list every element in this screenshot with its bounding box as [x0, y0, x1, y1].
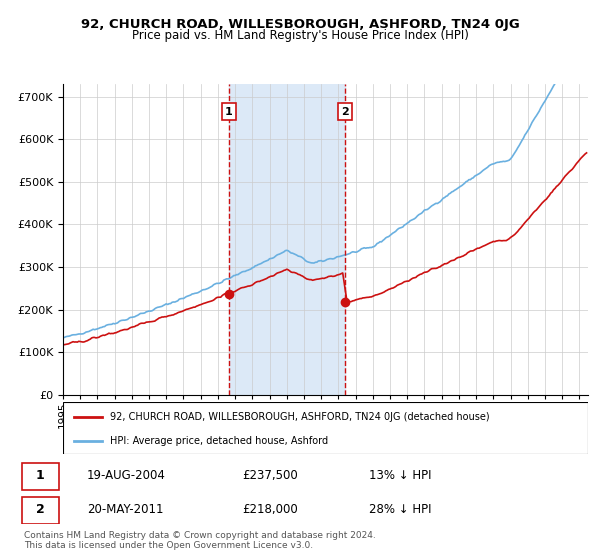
Text: Price paid vs. HM Land Registry's House Price Index (HPI): Price paid vs. HM Land Registry's House … — [131, 29, 469, 42]
Text: 2: 2 — [341, 106, 349, 116]
Text: 92, CHURCH ROAD, WILLESBOROUGH, ASHFORD, TN24 0JG: 92, CHURCH ROAD, WILLESBOROUGH, ASHFORD,… — [80, 18, 520, 31]
Text: 20-MAY-2011: 20-MAY-2011 — [87, 503, 163, 516]
Text: Contains HM Land Registry data © Crown copyright and database right 2024.
This d: Contains HM Land Registry data © Crown c… — [24, 531, 376, 550]
FancyBboxPatch shape — [22, 497, 59, 524]
Text: £237,500: £237,500 — [242, 469, 298, 483]
Text: 92, CHURCH ROAD, WILLESBOROUGH, ASHFORD, TN24 0JG (detached house): 92, CHURCH ROAD, WILLESBOROUGH, ASHFORD,… — [110, 412, 490, 422]
Text: 2: 2 — [36, 503, 44, 516]
FancyBboxPatch shape — [22, 463, 59, 490]
Text: 1: 1 — [36, 469, 44, 483]
Text: 28% ↓ HPI: 28% ↓ HPI — [369, 503, 431, 516]
FancyBboxPatch shape — [63, 402, 588, 454]
Text: £218,000: £218,000 — [242, 503, 298, 516]
Text: 19-AUG-2004: 19-AUG-2004 — [87, 469, 166, 483]
Bar — [229, 84, 345, 395]
Text: 1: 1 — [225, 106, 233, 116]
Text: HPI: Average price, detached house, Ashford: HPI: Average price, detached house, Ashf… — [110, 436, 328, 446]
Text: 13% ↓ HPI: 13% ↓ HPI — [369, 469, 431, 483]
